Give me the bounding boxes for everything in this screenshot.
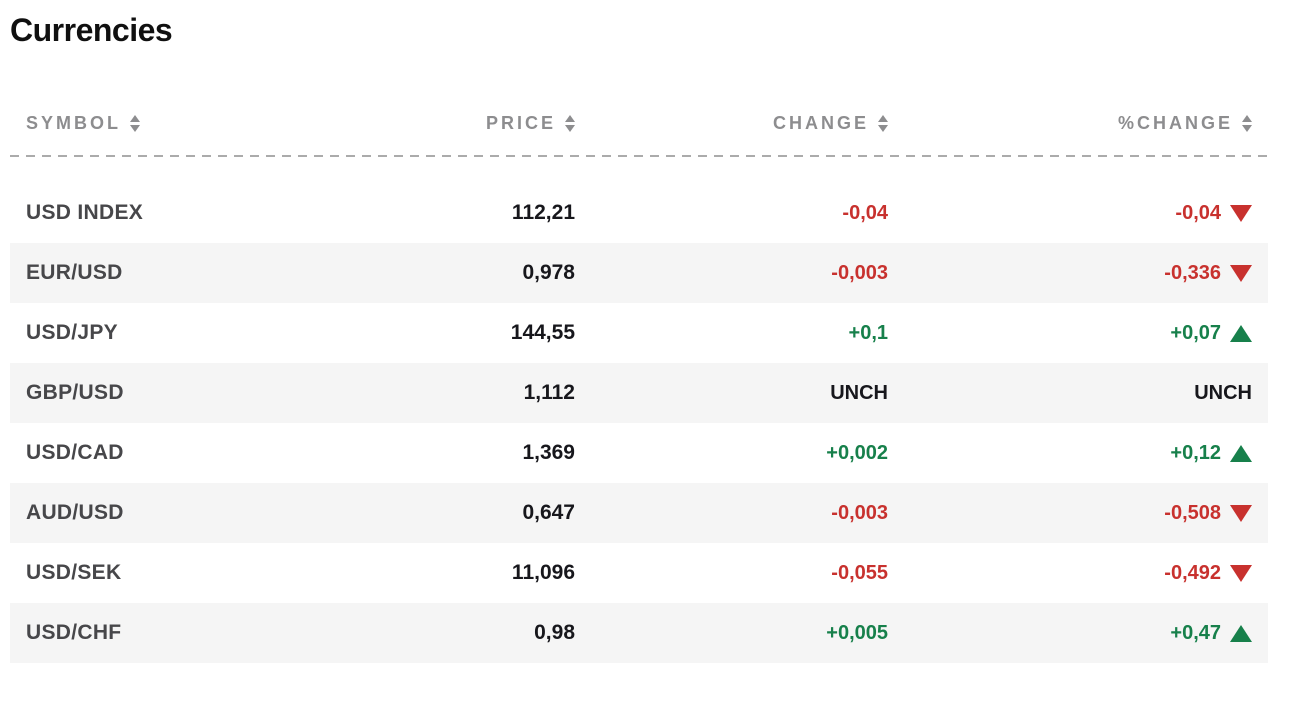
table-row: USD/SEK 11,096 -0,055 -0,492 <box>10 543 1268 603</box>
percent-change-cell: -0,508 <box>888 502 1252 525</box>
percent-change-value: -0,04 <box>1175 201 1221 224</box>
trend-arrow-icon <box>1230 504 1252 522</box>
price-cell: 0,978 <box>522 261 575 284</box>
table-row: EUR/USD 0,978 -0,003 -0,336 <box>10 243 1268 303</box>
trend-arrow-icon <box>1230 264 1252 282</box>
trend-arrow-icon <box>1230 204 1252 222</box>
percent-change-value: -0,492 <box>1164 561 1221 584</box>
change-cell: -0,003 <box>831 261 888 284</box>
percent-change-cell: +0,12 <box>888 442 1252 465</box>
symbol-cell: GBP/USD <box>26 381 124 404</box>
header-change[interactable]: CHANGE <box>575 113 888 134</box>
price-cell: 144,55 <box>510 321 575 344</box>
change-cell: -0,04 <box>842 201 888 224</box>
table-row: USD/JPY 144,55 +0,1 +0,07 <box>10 303 1268 363</box>
change-cell: -0,055 <box>831 561 888 584</box>
trend-arrow-icon <box>1230 324 1252 342</box>
symbol-cell: USD/JPY <box>26 321 118 344</box>
price-cell: 11,096 <box>511 561 575 584</box>
percent-change-value: UNCH <box>1194 381 1252 404</box>
table-row: USD/CAD 1,369 +0,002 +0,12 <box>10 423 1268 483</box>
header-percent-change[interactable]: %CHANGE <box>888 113 1252 134</box>
table-row: GBP/USD 1,112 UNCH UNCH <box>10 363 1268 423</box>
percent-change-cell: -0,336 <box>888 262 1252 285</box>
price-cell: 112,21 <box>511 201 575 224</box>
price-cell: 1,369 <box>522 441 575 464</box>
percent-change-value: +0,12 <box>1170 441 1221 464</box>
table-row: AUD/USD 0,647 -0,003 -0,508 <box>10 483 1268 543</box>
change-cell: +0,1 <box>848 321 888 344</box>
percent-change-cell: +0,47 <box>888 622 1252 645</box>
sort-icon <box>878 114 888 132</box>
change-cell: +0,005 <box>826 621 888 644</box>
sort-icon <box>565 114 575 132</box>
table-row: USD/CHF 0,98 +0,005 +0,47 <box>10 603 1268 663</box>
price-cell: 0,647 <box>522 501 575 524</box>
table-row: USD INDEX 112,21 -0,04 -0,04 <box>10 183 1268 243</box>
header-symbol-label: SYMBOL <box>26 112 122 133</box>
percent-change-cell: -0,492 <box>888 562 1252 585</box>
currencies-widget: Currencies SYMBOL PRICE CHANGE %CHANGE U… <box>10 12 1268 663</box>
symbol-cell: AUD/USD <box>26 501 124 524</box>
header-symbol[interactable]: SYMBOL <box>26 113 360 134</box>
sort-icon <box>130 114 141 132</box>
symbol-cell: USD/CAD <box>26 441 124 464</box>
trend-arrow-icon <box>1230 564 1252 582</box>
change-cell: +0,002 <box>826 441 888 464</box>
trend-arrow-icon <box>1230 444 1252 462</box>
change-cell: UNCH <box>830 381 888 404</box>
header-price[interactable]: PRICE <box>360 113 575 134</box>
percent-change-value: -0,508 <box>1164 501 1221 524</box>
table-header-row: SYMBOL PRICE CHANGE %CHANGE <box>10 106 1268 140</box>
header-divider <box>10 155 1268 157</box>
symbol-cell: USD/SEK <box>26 561 122 584</box>
change-cell: -0,003 <box>831 501 888 524</box>
currencies-table-body: USD INDEX 112,21 -0,04 -0,04 EUR/USD 0,9… <box>10 183 1268 663</box>
price-cell: 0,98 <box>534 621 575 644</box>
percent-change-value: -0,336 <box>1164 261 1221 284</box>
header-price-label: PRICE <box>485 112 556 133</box>
percent-change-value: +0,07 <box>1170 321 1221 344</box>
header-change-label: CHANGE <box>772 112 869 133</box>
symbol-cell: EUR/USD <box>26 261 123 284</box>
symbol-cell: USD INDEX <box>26 201 144 224</box>
percent-change-cell: UNCH <box>888 382 1252 405</box>
price-cell: 1,112 <box>523 381 575 404</box>
percent-change-cell: -0,04 <box>888 202 1252 225</box>
sort-icon <box>1242 114 1252 132</box>
trend-arrow-icon <box>1230 624 1252 642</box>
percent-change-value: +0,47 <box>1170 621 1221 644</box>
page-title: Currencies <box>10 12 173 48</box>
header-percent-change-label: %CHANGE <box>1117 112 1233 133</box>
symbol-cell: USD/CHF <box>26 621 122 644</box>
percent-change-cell: +0,07 <box>888 322 1252 345</box>
